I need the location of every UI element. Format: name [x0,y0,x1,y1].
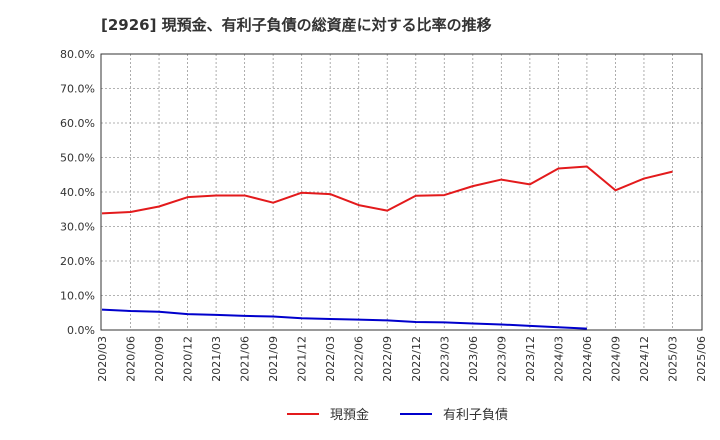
x-tick-label: 2024/09 [609,336,622,382]
legend-label-cash: 現預金 [330,407,369,423]
y-tick-label: 20.0% [60,255,95,268]
x-tick-label: 2022/03 [324,336,337,382]
chart-container: [2926] 現預金、有利子負債の総資産に対する比率の推移 0.0% 10.0% 2… [0,0,720,440]
x-tick-label: 2020/12 [182,336,195,382]
x-tick-label: 2023/09 [495,336,508,382]
x-tick-label: 2025/06 [695,336,708,382]
x-tick-label: 2024/06 [581,336,594,382]
x-tick-label: 2023/06 [467,336,480,382]
y-tick-label: 60.0% [60,117,95,130]
y-tick-label: 30.0% [60,221,95,234]
x-tick-label: 2022/06 [353,336,366,382]
x-tick-label: 2021/09 [267,336,280,382]
x-tick-label: 2023/12 [524,336,537,382]
legend-label-debt: 有利子負債 [443,408,508,423]
line-chart: 0.0% 10.0% 20.0% 30.0% 40.0% 50.0% 60.0% 70.0% 8… [0,0,720,440]
x-tick-label: 2024/03 [552,336,565,382]
x-tick-label: 2021/06 [239,336,252,382]
y-tick-label: 80.0% [60,48,95,61]
y-tick-label: 10.0% [60,290,95,303]
y-tick-label: 0.0% [67,324,95,337]
y-tick-label: 40.0% [60,186,95,199]
x-tick-label: 2023/03 [438,336,451,382]
x-tick-label: 2022/12 [410,336,423,382]
y-tick-label: 50.0% [60,152,95,165]
x-tick-label: 2022/09 [381,336,394,382]
x-tick-label: 2021/12 [296,336,309,382]
x-tick-label: 2025/03 [666,336,679,382]
y-tick-label: 70.0% [60,83,95,96]
x-tick-label: 2021/03 [210,336,223,382]
x-tick-label: 2020/09 [153,336,166,382]
x-tick-label: 2024/12 [638,336,651,382]
x-tick-label: 2020/06 [125,336,138,382]
x-tick-label: 2020/03 [96,336,109,382]
